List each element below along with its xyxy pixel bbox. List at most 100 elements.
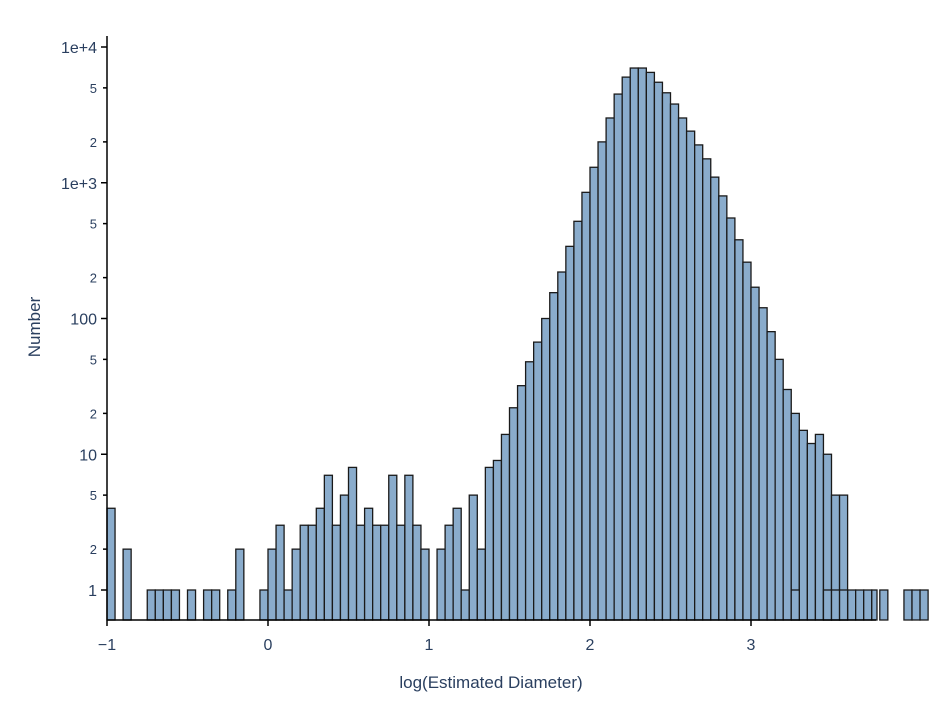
histogram-bar <box>371 524 382 621</box>
histogram-bar <box>122 548 132 621</box>
y-tick-label: 2 <box>90 542 97 557</box>
histogram-bar <box>267 548 277 621</box>
histogram-bar <box>677 117 688 621</box>
histogram-bar <box>275 524 285 621</box>
histogram-bar <box>605 117 615 621</box>
histogram-bar <box>919 589 929 621</box>
histogram-bar <box>581 191 591 621</box>
histogram-bar <box>476 548 486 621</box>
y-tick-label: 1 <box>88 583 97 600</box>
y-tick-label: 2 <box>90 135 97 150</box>
histogram-bar <box>621 76 631 621</box>
y-tick-label: 2 <box>90 271 97 286</box>
histogram-bar <box>798 429 808 621</box>
histogram-bar <box>838 589 849 621</box>
histogram-bar <box>388 474 398 621</box>
histogram-bar <box>524 361 535 621</box>
histogram-bar <box>782 388 792 621</box>
histogram-bar <box>533 341 543 621</box>
histogram-bar <box>420 548 430 621</box>
histogram-bar <box>871 589 878 621</box>
histogram-bar <box>549 292 559 621</box>
histogram-bar <box>162 589 173 621</box>
x-tick-label: −1 <box>98 637 116 654</box>
y-tick-label: 1e+4 <box>61 40 97 57</box>
histogram-bar <box>315 507 325 621</box>
x-tick-label: 2 <box>586 637 595 654</box>
histogram-bar <box>718 195 728 621</box>
y-tick-label: 1e+3 <box>61 176 97 193</box>
histogram-bar <box>444 524 454 621</box>
histogram-bar <box>637 67 647 621</box>
histogram-bar <box>565 245 575 621</box>
histogram-bar <box>468 494 478 621</box>
histogram-bar <box>557 271 567 621</box>
histogram-bar <box>613 93 623 621</box>
y-axis-ticks: 1 2 5 10 2 5 100 2 5 1e+3 2 5 1e+4 <box>61 40 107 600</box>
histogram-bar <box>500 433 511 621</box>
histogram-bar <box>597 141 607 621</box>
histogram-bar <box>347 466 358 621</box>
histogram-bar <box>339 494 350 621</box>
histogram-bar <box>355 524 366 621</box>
histogram-bar <box>822 589 833 621</box>
histogram-bar <box>734 239 744 621</box>
histogram-bar <box>235 548 245 621</box>
histogram-bar <box>106 507 116 621</box>
y-tick-label: 5 <box>90 352 97 367</box>
histogram-bar <box>331 524 342 621</box>
histogram-bar <box>541 317 551 621</box>
histogram-bar <box>903 589 913 621</box>
histogram-bar <box>702 158 712 621</box>
x-tick-label: 1 <box>425 637 434 654</box>
histogram-bar <box>846 589 857 621</box>
histogram-bar <box>694 144 704 621</box>
histogram-bar <box>653 81 664 621</box>
histogram-bar <box>210 589 221 621</box>
histogram-bar <box>299 524 309 621</box>
histogram-bar <box>661 92 672 621</box>
histogram-bar <box>492 459 503 621</box>
histogram-bar <box>508 407 519 621</box>
y-tick-label: 10 <box>79 447 97 464</box>
histogram-bar <box>855 589 865 621</box>
histogram-bar <box>790 412 800 621</box>
x-tick-label: 3 <box>747 637 756 654</box>
histogram-bar <box>146 589 156 621</box>
histogram-bar <box>363 507 374 621</box>
bars-group <box>106 67 929 621</box>
x-axis-ticks: −1 0 1 2 3 <box>98 620 756 654</box>
histogram-bar <box>863 589 873 621</box>
histogram-bar <box>307 524 317 621</box>
histogram-bar <box>396 524 406 621</box>
histogram-bar <box>516 385 527 621</box>
x-tick-label: 0 <box>264 637 273 654</box>
histogram-bar <box>186 589 197 621</box>
histogram-bar <box>685 130 696 621</box>
y-axis-title: Number <box>25 296 44 357</box>
histogram-bar <box>227 589 237 621</box>
histogram-bar <box>710 176 720 621</box>
histogram-bar <box>283 589 293 621</box>
histogram-bar <box>774 358 784 621</box>
histogram-bar <box>790 589 800 621</box>
histogram-bar <box>291 548 301 621</box>
histogram-bar <box>750 286 760 621</box>
histogram-bar <box>573 220 583 621</box>
histogram-bar <box>758 307 768 621</box>
y-tick-label: 2 <box>90 406 97 421</box>
histogram-bar <box>589 166 599 621</box>
histogram-bar <box>645 71 656 621</box>
histogram-bar <box>436 548 446 621</box>
histogram-bar <box>380 524 390 621</box>
histogram-bar <box>742 261 752 621</box>
y-tick-label: 5 <box>90 81 97 96</box>
histogram-bar <box>669 103 680 621</box>
histogram-bar <box>806 442 817 621</box>
histogram-bar <box>452 507 462 621</box>
histogram-bar <box>323 474 334 621</box>
y-tick-label: 5 <box>90 488 97 503</box>
histogram-bar <box>460 589 470 621</box>
histogram-bar <box>879 589 889 621</box>
